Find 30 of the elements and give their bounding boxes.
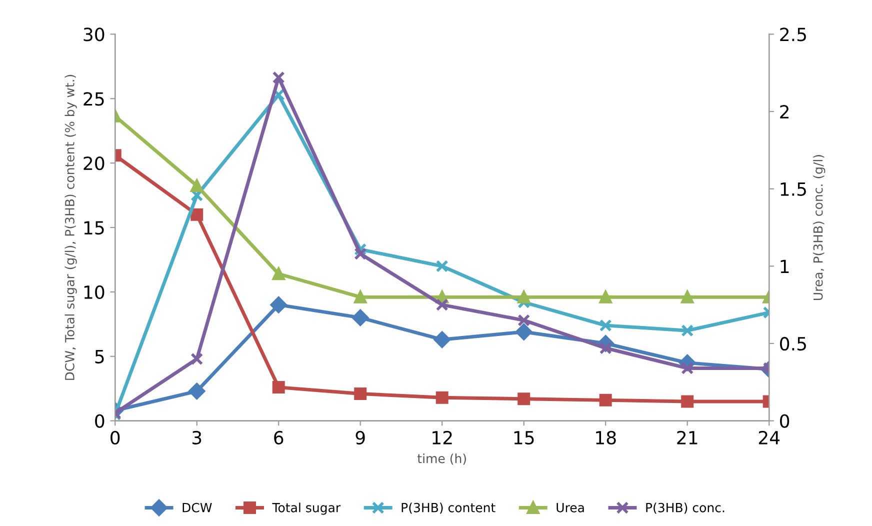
y2-axis-title: Urea, P(3HB) conc. (g/l) — [813, 155, 826, 300]
x-tick-label: 9 — [356, 430, 365, 444]
y-axis-title: DCW, Total sugar (g/l), P(3HB) content (% by wt.) — [64, 74, 77, 380]
x-tick-label: 3 — [192, 430, 202, 444]
y-tick-label: 30 — [84, 28, 104, 42]
y2-tick-label: 2.5 — [780, 28, 806, 42]
y-tick-label: 10 — [84, 285, 104, 300]
x-tick-label: 6 — [274, 430, 284, 444]
x-axis-title: time (h) — [417, 454, 466, 465]
y-tick-label: 0 — [95, 414, 104, 428]
x-tick-label: 0 — [110, 430, 120, 444]
y2-tick-label: 2 — [780, 104, 789, 118]
x-tick-label: 24 — [758, 430, 780, 444]
y-tick-label: 20 — [84, 156, 104, 170]
x-tick-label: 15 — [514, 431, 534, 444]
legend-label: DCW — [182, 502, 212, 512]
y2-tick-label: 1.5 — [780, 182, 806, 196]
legend-label: Total sugar — [272, 502, 341, 515]
y-tick-label: 25 — [84, 92, 104, 106]
legend-label: Urea — [556, 503, 584, 512]
x-tick-label: 12 — [432, 430, 452, 444]
y-tick-label: 15 — [84, 221, 104, 235]
legend-label: P(3HB) content — [402, 502, 496, 514]
y2-tick-label: 0 — [780, 414, 790, 428]
x-tick-label: 18 — [596, 430, 616, 444]
y2-tick-label: 0.5 — [780, 336, 806, 351]
y-tick-label: 5 — [95, 350, 104, 364]
y2-tick-label: 1 — [780, 260, 789, 274]
x-tick-label: 21 — [677, 430, 698, 444]
legend-label: P(3HB) conc. — [646, 502, 724, 514]
